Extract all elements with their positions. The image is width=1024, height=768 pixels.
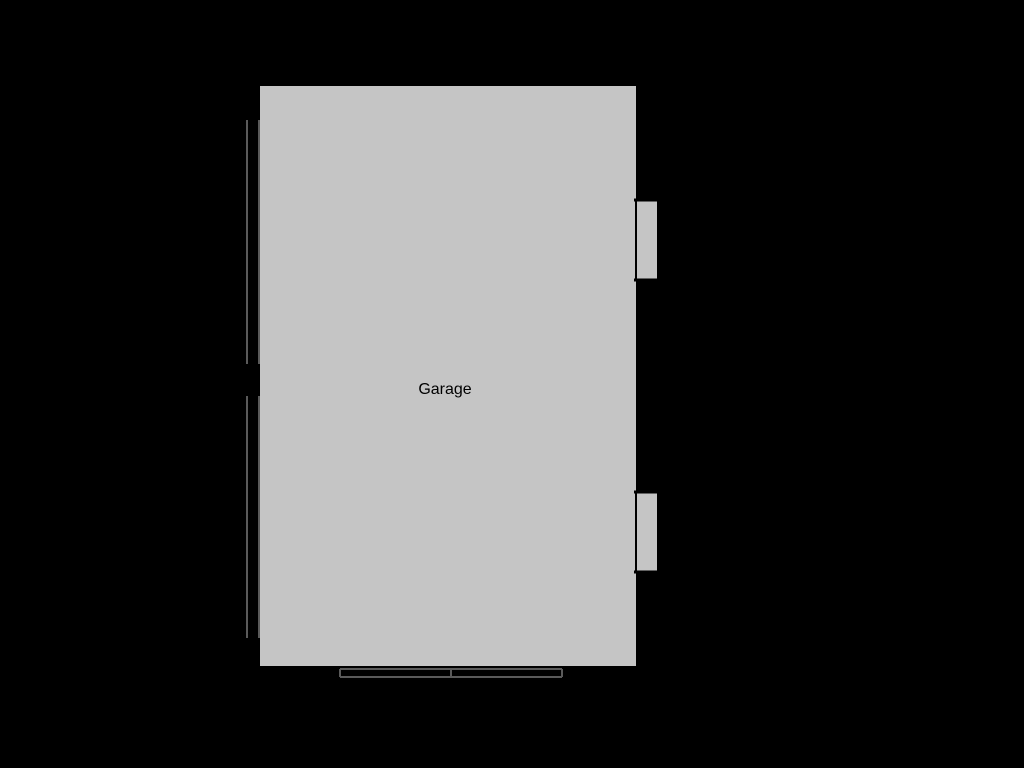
wall-top — [246, 72, 650, 86]
wall-bottom-left — [246, 666, 340, 680]
wall-right-seg-last — [636, 572, 650, 680]
wall-left-top-stub — [246, 72, 260, 120]
wall-right-seg-0 — [636, 72, 650, 200]
room-label: Garage — [418, 381, 471, 398]
floorplan-stage: Garage 4.28 m 6.45 m — [0, 0, 1024, 768]
wall-left-bottom-stub — [246, 638, 260, 680]
right-window-0 — [636, 200, 658, 280]
room-fill — [260, 86, 636, 666]
right-window-1 — [636, 492, 658, 572]
wall-right-seg-1 — [636, 280, 650, 492]
wall-left-mid-pillar — [246, 364, 260, 396]
floorplan-svg: Garage 4.28 m 6.45 m — [0, 0, 1024, 768]
dim-width-label: 4.28 m — [421, 9, 470, 26]
dim-height-label: 6.45 m — [748, 366, 765, 415]
